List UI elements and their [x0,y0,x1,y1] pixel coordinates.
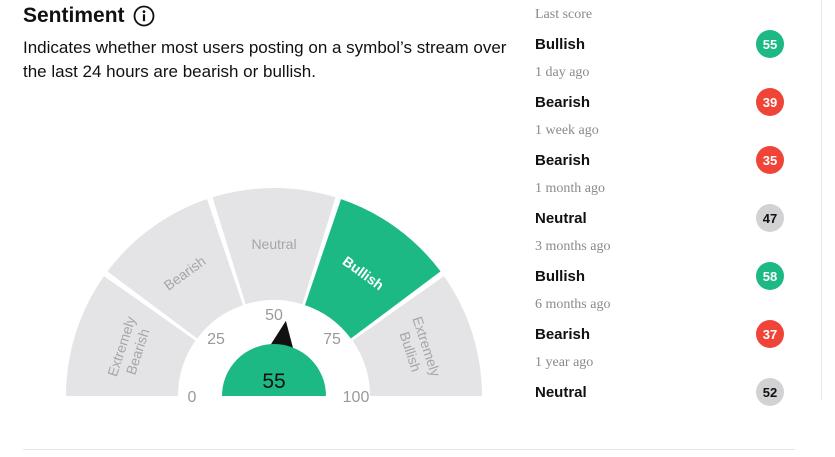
score-badge: 55 [756,30,784,58]
gauge-tick-label: 25 [207,331,225,348]
history-row: 1 day ago Bearish 39 [535,61,795,119]
history-time: 1 day ago [535,65,590,80]
history-sentiment: Neutral [535,384,587,401]
gauge-segment [352,276,482,396]
section-divider [23,449,795,450]
history-sentiment: Bearish [535,326,591,343]
history-sentiment: Neutral [535,210,587,227]
history-sentiment: Bearish [535,94,591,111]
gauge-tick-label: 75 [323,331,341,348]
history-row: 1 year ago Neutral 52 [535,351,795,409]
history-sentiment: Bullish [535,268,586,285]
history-time: 1 week ago [535,123,599,138]
page-title: Sentiment [23,4,125,27]
sentiment-description: Indicates whether most users posting on … [23,38,507,81]
gauge-segment [107,199,244,339]
gauge-tick-label: 100 [343,389,370,406]
gauge-tick-label: 0 [188,389,197,406]
history-sentiment: Bullish [535,36,586,53]
history-row: 6 months ago Bearish 37 [535,293,795,351]
info-icon[interactable] [133,5,155,27]
history-time: 1 month ago [535,181,605,196]
score-badge: 47 [756,204,784,232]
gauge-segment [212,187,336,305]
history-row: 3 months ago Bullish 58 [535,235,795,293]
gauge-tick-label: 50 [265,307,283,324]
panel-edge [821,0,822,400]
gauge-segment-label: Neutral [251,236,296,252]
gauge-value-dome [222,344,326,396]
history-row: 1 week ago Bearish 35 [535,119,795,177]
history-time: 1 year ago [535,355,594,370]
gauge-segment [66,276,196,396]
history-time: 3 months ago [535,239,611,254]
score-badge: 35 [756,146,784,174]
score-badge: 58 [756,262,784,290]
score-badge: 37 [756,320,784,348]
gauge-segment [304,199,441,339]
history-row: 1 month ago Neutral 47 [535,177,795,235]
history-time: 6 months ago [535,297,611,312]
sentiment-header: Sentiment [23,4,155,28]
history-row: Last score Bullish 55 [535,3,795,61]
gauge-needle [269,320,294,350]
history-sentiment: Bearish [535,152,591,169]
score-badge: 52 [756,378,784,406]
score-badge: 39 [756,88,784,116]
history-time: Last score [535,7,593,22]
gauge-value: 55 [262,370,285,393]
